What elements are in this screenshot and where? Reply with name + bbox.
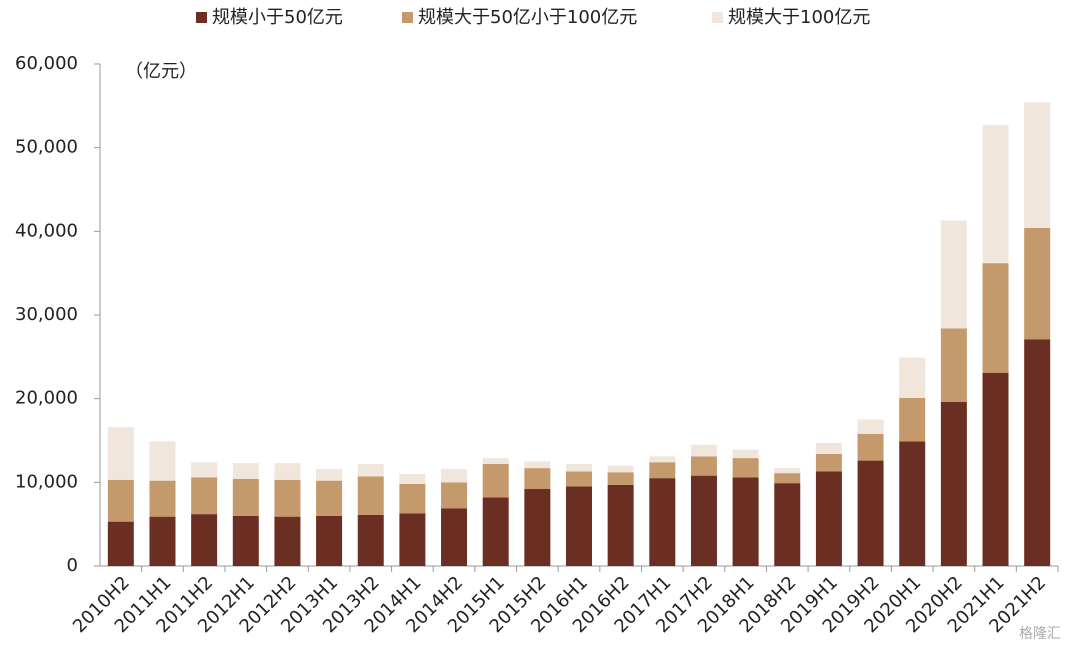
bar-segment: [899, 441, 926, 566]
y-tick-label: 50,000: [15, 137, 78, 158]
bar-segment: [607, 465, 634, 473]
bar-segment: [524, 468, 551, 490]
y-unit-label: （亿元）: [125, 61, 197, 82]
bar-segment: [940, 220, 967, 329]
bar-segment: [399, 513, 426, 566]
bar-segment: [774, 483, 801, 566]
bar-segment: [149, 480, 176, 517]
legend-swatch: [196, 12, 207, 23]
bar-segment: [482, 458, 509, 464]
bar-segment: [607, 484, 634, 566]
watermark: 格隆汇: [1019, 626, 1061, 642]
bar-segment: [232, 463, 259, 479]
bar-segment: [316, 515, 343, 566]
bar-segment: [399, 484, 426, 514]
bar-segment: [690, 475, 717, 566]
legend-label: 规模大于50亿小于100亿元: [418, 7, 637, 28]
bar-segment: [649, 456, 676, 463]
legend-label: 规模大于100亿元: [728, 7, 870, 28]
bar-segment: [607, 472, 634, 485]
bar-segment: [149, 516, 176, 566]
bar-segment: [441, 468, 468, 483]
bar-segment: [399, 473, 426, 485]
bar-segment: [524, 489, 551, 566]
bar-segment: [482, 497, 509, 566]
bar-segment: [191, 514, 218, 566]
bar-segment: [357, 463, 384, 477]
bar-segment: [982, 125, 1009, 264]
bar-segment: [649, 462, 676, 479]
bar-segment: [566, 486, 592, 566]
bar-segment: [191, 462, 218, 478]
bar-segment: [441, 482, 468, 509]
legend-label: 规模小于50亿元: [212, 7, 343, 28]
bar-segment: [857, 419, 884, 434]
bar-segment: [774, 468, 801, 474]
y-tick-label: 60,000: [15, 53, 78, 74]
bar-segment: [940, 402, 967, 566]
bar-segment: [191, 477, 218, 515]
bar-segment: [732, 449, 759, 459]
bar-segment: [899, 357, 926, 398]
bar-segment: [566, 471, 592, 487]
bar-segment: [815, 443, 842, 454]
bar-segment: [690, 456, 717, 476]
bar-segment: [1024, 102, 1051, 228]
bar-segment: [815, 471, 842, 566]
legend-swatch: [712, 12, 723, 23]
bar-segment: [857, 433, 884, 461]
y-tick-label: 30,000: [15, 304, 78, 325]
y-tick-label: 20,000: [15, 388, 78, 409]
legend-swatch: [402, 12, 413, 23]
bar-segment: [274, 463, 301, 480]
bar-segment: [732, 477, 759, 566]
bar-segment: [899, 397, 926, 442]
y-tick-label: 40,000: [15, 220, 78, 241]
bar-segment: [441, 508, 468, 566]
y-tick-label: 0: [67, 555, 78, 576]
bar-segment: [107, 427, 134, 480]
bar-segment: [107, 479, 134, 522]
bar-segment: [316, 468, 343, 481]
y-tick-label: 10,000: [15, 471, 78, 492]
bar-segment: [274, 516, 301, 566]
bar-segment: [232, 515, 259, 566]
bar-segment: [982, 372, 1009, 566]
bar-segment: [649, 478, 676, 566]
bar-segment: [566, 463, 592, 472]
bar-segment: [524, 461, 551, 469]
bar-segment: [815, 453, 842, 472]
bar-segment: [690, 444, 717, 457]
bar-segment: [1024, 339, 1051, 566]
bar-segment: [982, 263, 1009, 373]
bar-segment: [107, 521, 134, 566]
bar-segment: [732, 458, 759, 478]
bar-segment: [316, 480, 343, 516]
bar-segment: [857, 460, 884, 566]
bar-segment: [357, 514, 384, 566]
bar-segment: [357, 476, 384, 515]
bar-segment: [1024, 227, 1051, 340]
bar-segment: [232, 478, 259, 516]
bar-segment: [149, 441, 176, 481]
bar-segment: [940, 328, 967, 403]
bar-segment: [774, 473, 801, 484]
bar-segment: [274, 479, 301, 517]
bar-segment: [482, 463, 509, 498]
